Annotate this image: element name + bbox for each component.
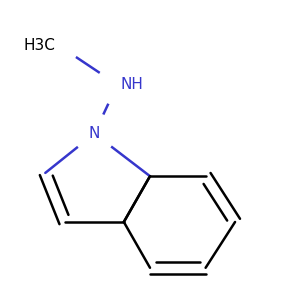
Circle shape [74,113,115,154]
Text: N: N [89,126,100,141]
Circle shape [97,64,138,105]
Circle shape [38,25,79,66]
Text: H3C: H3C [23,38,55,53]
Text: NH: NH [121,77,143,92]
